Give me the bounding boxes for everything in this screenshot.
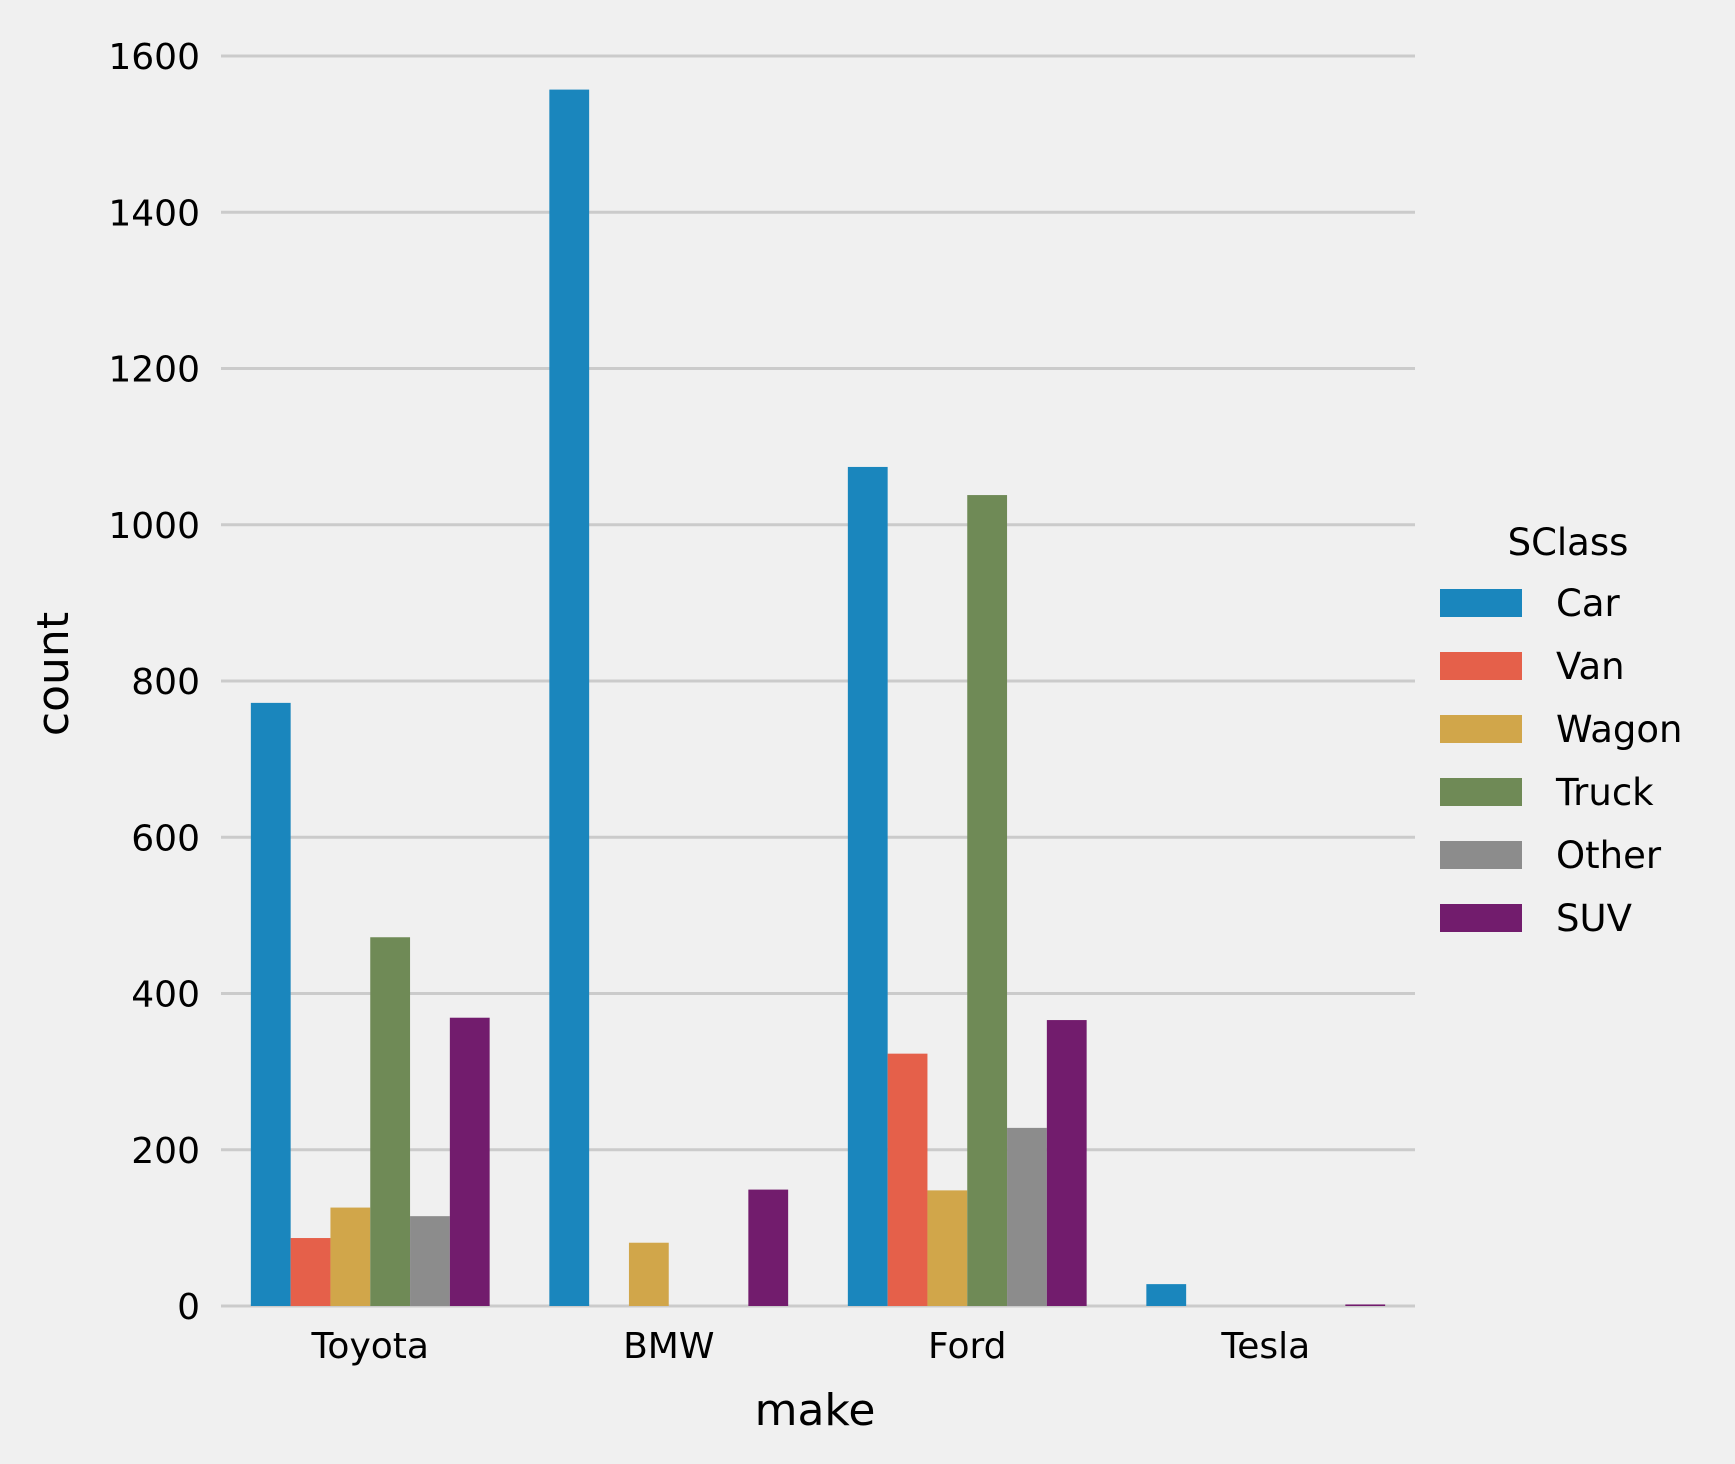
y-tick-label: 1200 <box>108 350 200 391</box>
legend-title: SClass <box>1508 521 1629 564</box>
legend-label-wagon: Wagon <box>1556 708 1682 751</box>
bar-ford-van <box>887 1053 928 1306</box>
bar-toyota-van <box>290 1238 331 1306</box>
legend: SClass Car Van Wagon Truck Other SUV <box>1440 521 1682 940</box>
bar-toyota-other <box>410 1216 450 1306</box>
y-tick-label: 0 <box>177 1287 200 1328</box>
bar-toyota-truck <box>370 937 411 1306</box>
legend-swatch-truck <box>1440 778 1522 806</box>
legend-items: Car Van Wagon Truck Other SUV <box>1440 582 1682 940</box>
bar-bmw-car <box>549 89 590 1306</box>
bar-tesla-suv <box>1345 1304 1386 1306</box>
y-tick-label: 1400 <box>108 193 200 234</box>
y-tick-label: 600 <box>131 818 200 859</box>
y-tick-label: 200 <box>131 1131 200 1172</box>
legend-swatch-van <box>1440 652 1522 680</box>
bar-tesla-car <box>1146 1284 1187 1306</box>
legend-swatch-car <box>1440 589 1522 617</box>
bar-toyota-wagon <box>330 1207 371 1306</box>
bar-bmw-wagon <box>628 1242 669 1306</box>
bar-ford-truck <box>967 495 1008 1306</box>
y-tick-label: 800 <box>131 662 200 703</box>
bars <box>250 89 1386 1306</box>
bar-ford-wagon <box>927 1190 968 1306</box>
x-tick-label: BMW <box>623 1326 714 1367</box>
x-tick-labels: Toyota BMW Ford Tesla <box>311 1326 1311 1367</box>
y-axis-title: count <box>28 612 79 736</box>
bar-bmw-suv <box>748 1189 789 1306</box>
legend-label-suv: SUV <box>1556 897 1632 940</box>
bar-ford-suv <box>1046 1020 1087 1306</box>
legend-label-truck: Truck <box>1555 771 1654 814</box>
bar-ford-other <box>1007 1127 1047 1306</box>
x-tick-label: Tesla <box>1220 1326 1310 1367</box>
gridlines <box>221 54 1415 1308</box>
x-tick-label: Ford <box>928 1326 1006 1367</box>
y-tick-label: 1600 <box>108 37 200 78</box>
bar-toyota-car <box>250 702 291 1306</box>
legend-label-other: Other <box>1556 834 1662 877</box>
x-tick-label: Toyota <box>311 1326 429 1367</box>
x-axis-title: make <box>755 1385 876 1436</box>
legend-label-van: Van <box>1556 645 1625 688</box>
bar-ford-car <box>847 466 888 1306</box>
y-tick-label: 1000 <box>108 506 200 547</box>
legend-swatch-other <box>1440 841 1522 869</box>
legend-swatch-suv <box>1440 904 1522 932</box>
legend-label-car: Car <box>1556 582 1621 625</box>
y-tick-labels: 0 200 400 600 800 1000 1200 1400 1600 <box>108 37 200 1328</box>
legend-swatch-wagon <box>1440 715 1522 743</box>
y-tick-label: 400 <box>131 975 200 1016</box>
bar-toyota-suv <box>449 1017 490 1306</box>
